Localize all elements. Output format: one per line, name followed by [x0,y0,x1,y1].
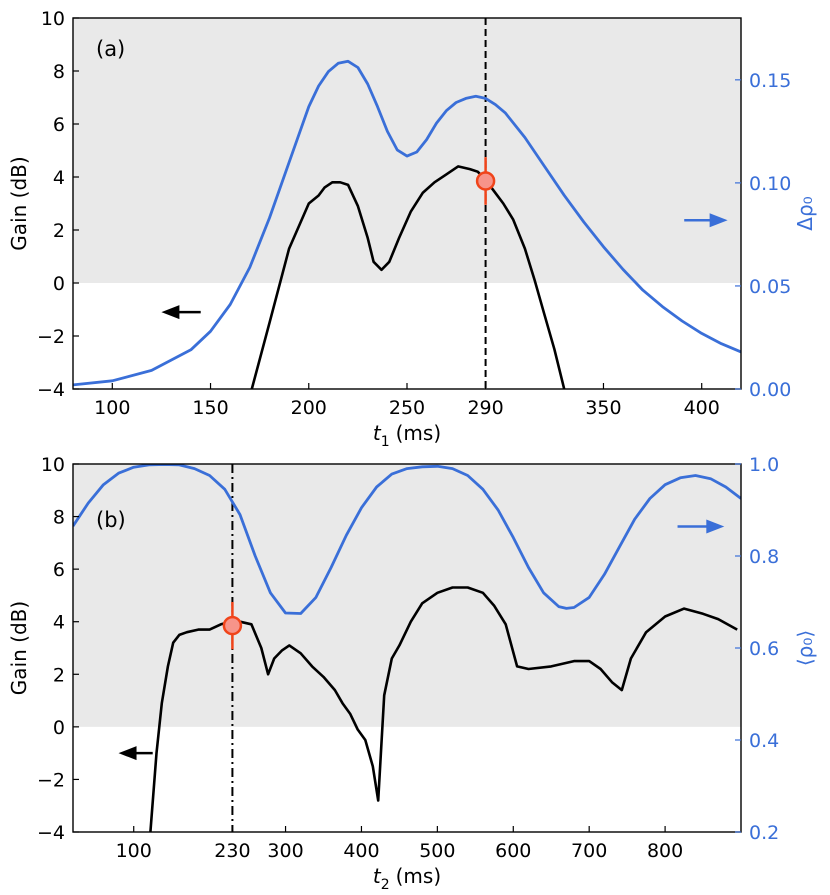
y-right-tick-label: 0.2 [749,822,779,844]
x-tick-label: 300 [267,840,303,862]
y-right-axis-title: ⟨ρ₀⟩ [793,630,817,666]
y-right-tick-label: 0.15 [749,70,791,92]
y-tick-label: 0 [53,717,65,739]
x-tick-label: 200 [291,397,327,419]
y-tick-label: −2 [37,769,65,791]
x-tick-label: 600 [495,840,531,862]
right-axis-arrow-head [706,519,725,534]
y-tick-label: 4 [53,167,65,189]
plot-area [73,18,741,389]
x-tick-label: 290 [467,397,503,419]
x-tick-label: 350 [585,397,621,419]
x-axis-subscript: 2 [381,877,390,893]
y-tick-label: 6 [53,559,65,581]
y-tick-label: 10 [41,8,65,30]
x-tick-label: 800 [647,840,683,862]
y-tick-label: 8 [53,61,65,83]
x-tick-label: 500 [419,840,455,862]
marker-point [222,615,243,636]
y-right-tick-label: 0.00 [749,379,791,401]
panel-label: (a) [96,37,125,61]
y-right-tick-label: 1.0 [749,454,779,476]
x-axis-unit: (ms) [396,421,442,445]
panel-b: 100 230 300 400 500 600 700 800 −4 −2 0 2 4 6 8 10 0.2 0.… [7,454,817,893]
x-axis-title: t2 (ms) [373,864,441,893]
y-right-tick-label: 0.8 [749,546,779,568]
y-tick-label: 4 [53,612,65,634]
x-tick-label: 250 [389,397,425,419]
x-tick-label: 400 [343,840,379,862]
y-tick-label: 2 [53,664,65,686]
panel-a: 100 150 200 250 290 350 400 −4 −2 0 2 4 6 8 10 0.00 0.05… [7,8,817,450]
right-axis-arrow-head [709,213,728,228]
x-axis-var: t [373,421,382,445]
y-tick-label: −4 [37,379,65,401]
y-right-tick-label: 0.4 [749,730,779,752]
x-axis-subscript: 1 [381,434,390,450]
shaded-region [73,464,741,727]
rho-series-line [73,464,741,615]
left-axis-arrow-head [118,746,137,761]
y-right-axis-title: Δρ₀ [793,196,817,230]
y-right-tick-label: 0.05 [749,276,791,298]
x-tick-label: 230 [214,840,250,862]
x-tick-label: 700 [571,840,607,862]
x-tick-label: 400 [684,397,720,419]
x-axis-title: t1 (ms) [373,421,441,450]
shaded-region [73,18,741,283]
y-axis-title: Gain (dB) [7,156,31,250]
x-tick-label: 100 [116,840,152,862]
marker-point [475,171,496,191]
gain-series-line [149,586,738,832]
y-tick-label: 6 [53,114,65,136]
gain-series-line [250,165,566,389]
y-right-tick-label: 0.10 [749,173,791,195]
panel-label: (b) [96,508,126,532]
x-axis-var: t [373,864,382,888]
left-axis-arrow-head [161,305,180,320]
x-tick-label: 150 [192,397,228,419]
y-axis-title: Gain (dB) [7,601,31,695]
y-right-tick-label: 0.6 [749,638,779,660]
y-tick-label: 10 [41,454,65,476]
y-tick-label: 8 [53,507,65,529]
y-tick-label: −2 [37,326,65,348]
x-axis-unit: (ms) [396,864,442,888]
y-tick-label: −4 [37,822,65,844]
x-tick-label: 100 [94,397,130,419]
rho-series-line [73,59,741,387]
y-tick-label: 0 [53,273,65,295]
y-tick-label: 2 [53,220,65,242]
